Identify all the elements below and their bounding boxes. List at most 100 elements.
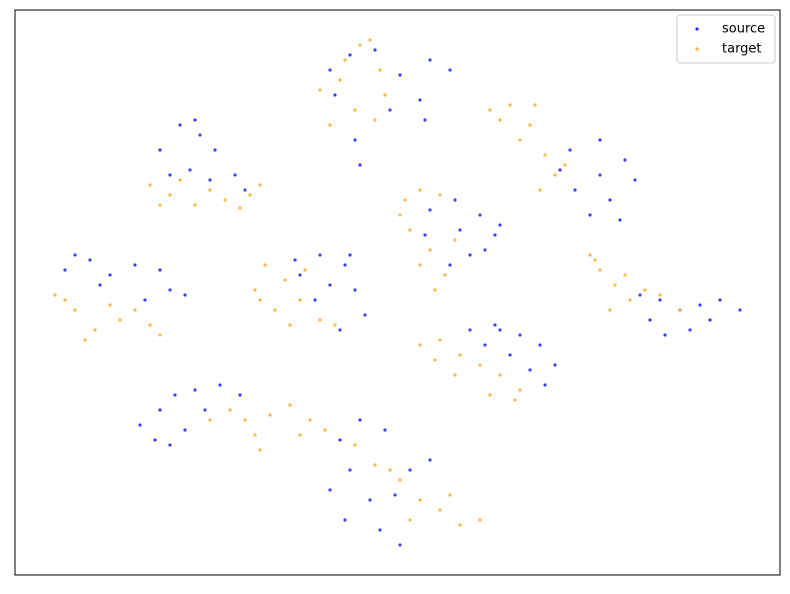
point [243,418,247,422]
point [238,206,242,210]
point [438,193,442,197]
point [183,293,187,297]
point [168,443,172,447]
point [383,93,387,97]
point [478,518,482,522]
point [378,528,382,532]
point [443,273,447,277]
point [428,58,432,62]
point [598,268,602,272]
point [373,48,377,52]
point [558,168,562,172]
point [138,423,142,427]
point [468,328,472,332]
point [203,408,207,412]
point [328,488,332,492]
point [393,493,397,497]
point [563,163,567,167]
point [108,303,112,307]
point [518,138,522,142]
point [158,148,162,152]
point [483,343,487,347]
point [408,518,412,522]
point [313,298,317,302]
point [343,58,347,62]
point [483,248,487,252]
point [698,303,702,307]
point [73,253,77,257]
point [263,263,267,267]
point [428,248,432,252]
point [398,543,402,547]
point [318,253,322,257]
point [193,388,197,392]
point [373,463,377,467]
point [458,353,462,357]
point [218,383,222,387]
point [298,273,302,277]
point [658,298,662,302]
point [448,263,452,267]
point [298,433,302,437]
point [553,173,557,177]
point [588,213,592,217]
point [193,203,197,207]
point [623,158,627,162]
point [63,268,67,272]
point [368,38,372,42]
point [373,118,377,122]
point [368,498,372,502]
point [73,308,77,312]
point [228,408,232,412]
point [53,293,57,297]
point [518,388,522,392]
point [418,498,422,502]
point [398,73,402,77]
point [343,263,347,267]
point [513,398,517,402]
point [158,203,162,207]
point [388,108,392,112]
point [353,108,357,112]
point [318,88,322,92]
point [198,133,202,137]
point [538,343,542,347]
point [608,308,612,312]
point [358,418,362,422]
point [148,323,152,327]
point [153,438,157,442]
point [268,413,272,417]
point [303,268,307,272]
point [323,428,327,432]
point [93,328,97,332]
point [678,308,682,312]
point [598,138,602,142]
legend-label: target [722,42,762,57]
point [663,333,667,337]
point [398,213,402,217]
point [488,393,492,397]
point [193,118,197,122]
point [353,443,357,447]
point [588,253,592,257]
point [353,138,357,142]
point [658,293,662,297]
point [143,298,147,302]
point [533,103,537,107]
point [568,148,572,152]
point [478,213,482,217]
point [308,418,312,422]
point [168,288,172,292]
point [378,68,382,72]
point [418,263,422,267]
point [538,188,542,192]
point [333,93,337,97]
point [608,198,612,202]
point [328,283,332,287]
point [688,328,692,332]
point [363,313,367,317]
point [168,173,172,177]
point [188,168,192,172]
